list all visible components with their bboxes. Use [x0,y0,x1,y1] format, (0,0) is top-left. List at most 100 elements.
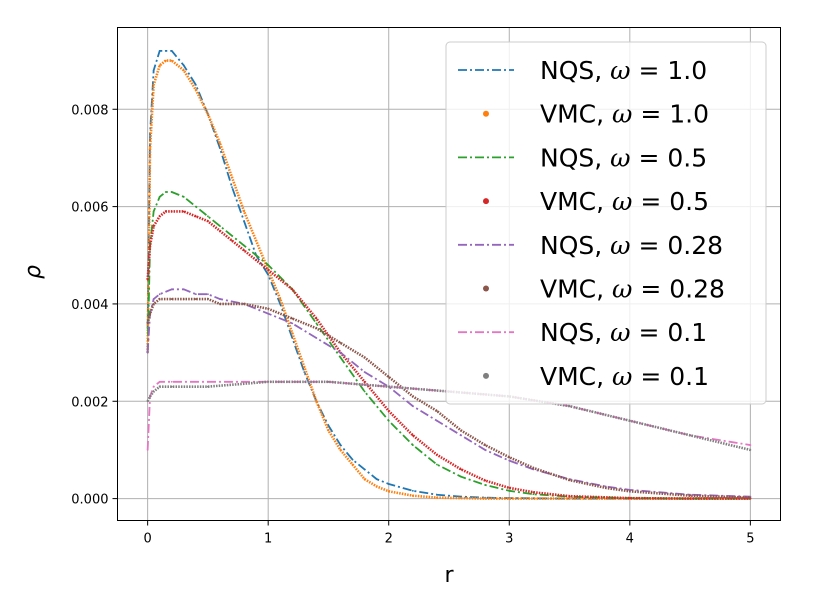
data-point [327,424,330,427]
x-tick-label: 4 [626,532,634,547]
legend-label-symbol: ω [612,362,632,391]
data-point [387,385,390,388]
data-point [339,356,342,359]
data-point [363,468,366,471]
data-point [164,210,167,213]
data-point [182,210,185,213]
data-point [207,385,209,388]
data-point [279,298,282,300]
data-point [158,293,161,296]
data-point [411,405,414,408]
data-point [315,400,318,403]
data-point [568,405,571,408]
data-point [243,220,245,223]
x-tick-label: 0 [143,532,151,547]
data-point [339,449,342,451]
data-point [152,225,155,227]
data-point [267,307,270,310]
data-point [182,64,185,67]
legend-label-suffix: = 0.5 [632,187,709,216]
legend-label-prefix: NQS, [540,56,610,85]
data-point [460,434,462,437]
data-point [152,69,155,72]
legend-label-suffix: = 0.5 [631,143,708,172]
legend-label-prefix: VMC, [540,187,612,216]
data-point [568,479,571,482]
x-tick-label: 2 [385,532,393,547]
data-point [255,239,258,242]
data-point [532,467,535,469]
data-point [231,239,233,242]
legend-label-suffix: = 1.0 [631,56,708,85]
data-point [219,230,221,232]
data-point [315,327,318,330]
data-point [152,390,155,393]
data-point [363,356,366,359]
data-point [484,449,487,451]
data-point [194,298,197,300]
data-point [243,210,245,213]
data-point [568,495,571,498]
legend-label: NQS, ω = 0.5 [540,143,707,172]
data-point [164,59,167,62]
series-line-nqs-1-0 [146,49,751,500]
data-point [291,322,294,325]
legend-label: NQS, ω = 0.1 [540,318,707,347]
data-point [411,434,414,437]
x-axis-label: r [444,563,454,588]
y-axis-label: ρ [21,265,46,279]
data-point [532,491,535,494]
data-point [375,478,378,481]
legend-label: VMC, ω = 0.28 [540,275,725,304]
data-point [436,463,438,466]
x-tick-label: 1 [264,532,272,547]
data-point [339,341,342,344]
legend-label-suffix: = 0.28 [631,231,724,260]
legend-label-symbol: ω [612,100,632,129]
data-point [255,254,258,257]
legend-label-suffix: = 1.0 [632,100,709,129]
data-point [628,490,631,493]
data-point [484,484,487,486]
data-point [207,380,209,383]
data-point [194,293,197,296]
legend-label-suffix: = 0.1 [631,318,708,347]
data-point [194,215,197,218]
data-point [146,351,149,354]
data-point [158,215,161,218]
legend-marker-swatch [483,285,489,292]
data-point [243,244,245,247]
legend-label-suffix: = 0.28 [632,275,725,304]
data-point [158,64,161,67]
data-point [387,490,390,493]
legend-label-prefix: VMC, [540,275,612,304]
data-point [170,298,173,300]
legend-marker-swatch [483,110,489,117]
data-point [315,337,318,339]
data-point [149,244,151,247]
data-point [436,419,438,422]
legend-label-prefix: VMC, [540,362,612,391]
data-point [170,210,173,213]
data-point [182,69,185,72]
data-point [363,371,366,373]
legend-label-prefix: VMC, [540,100,612,129]
data-point [604,486,607,489]
data-point [152,210,155,213]
data-point [267,268,270,271]
data-point [194,84,197,86]
data-point [484,444,487,446]
legend-label: NQS, ω = 1.0 [540,56,707,85]
data-point [568,497,571,500]
data-point [411,444,414,446]
series-layer [146,49,752,500]
series-dots-vmc-0-1 [146,380,751,452]
data-point [291,332,294,335]
legend-label-symbol: ω [612,275,632,304]
data-point [152,303,155,305]
data-point [411,489,414,492]
data-point [484,479,487,482]
data-point [219,298,221,300]
data-point [387,483,390,485]
